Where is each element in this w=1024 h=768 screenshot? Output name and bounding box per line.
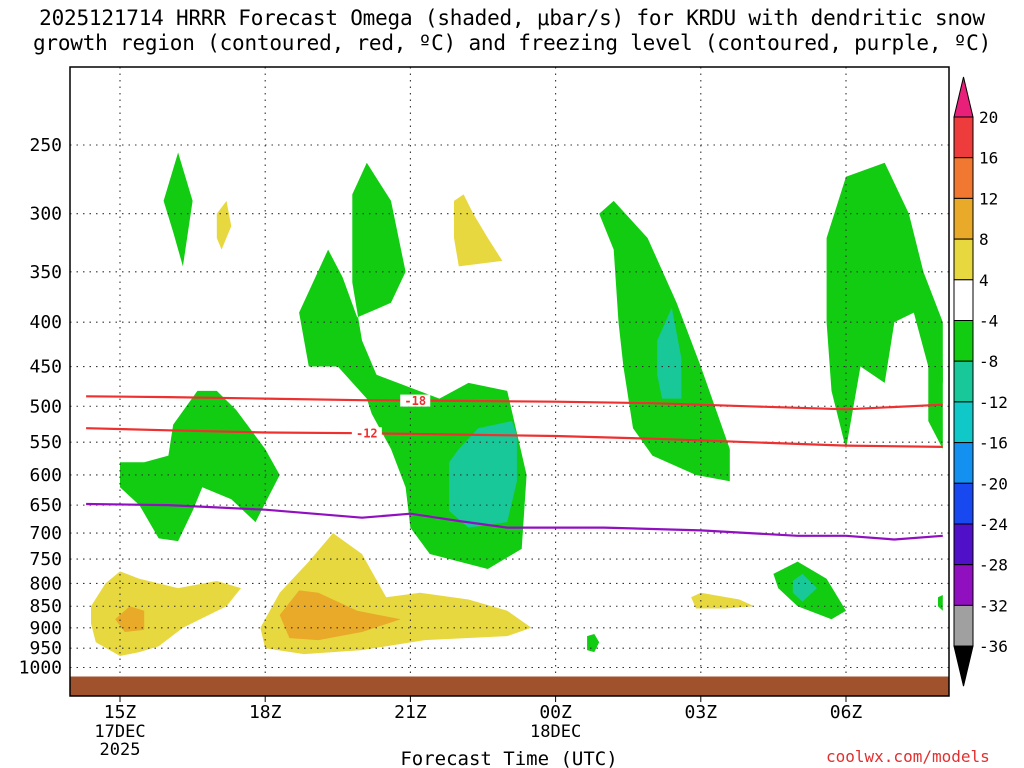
x-tick-label: 03Z: [685, 702, 718, 723]
colorbar-label: -20: [979, 474, 1008, 493]
y-tick-label: 350: [29, 262, 62, 283]
y-tick-label: 900: [29, 618, 62, 639]
contour-line-1: [86, 427, 943, 448]
colorbar-bin: [953, 360, 974, 403]
colorbar-label: -4: [979, 312, 998, 331]
colorbar-bin: [953, 116, 974, 159]
ground-terrain: [70, 676, 949, 696]
colorbar-label: -12: [979, 393, 1008, 412]
y-tick-label: 450: [29, 357, 62, 378]
gridlines: [70, 67, 949, 696]
y-tick-label: 300: [29, 204, 62, 225]
colorbar-arrow-bottom: [953, 645, 974, 687]
omega-region-16: [691, 592, 754, 609]
colorbar-label: -16: [979, 434, 1008, 453]
omega-region-8: [938, 595, 943, 611]
chart-title-line-2: growth region (contoured, red, ºC) and f…: [32, 31, 992, 55]
omega-region-12: [216, 200, 232, 250]
x-tick-sublabel: 18DEC: [530, 722, 581, 742]
colorbar-bin: [953, 238, 974, 281]
x-tick-sublabel: 17DEC: [94, 722, 145, 742]
colorbar-label: -36: [979, 637, 1008, 656]
colorbar-bin: [953, 157, 974, 199]
x-tick-label: 21Z: [394, 702, 427, 723]
colorbar-bin: [953, 279, 974, 321]
colorbar-arrow-top: [953, 76, 974, 118]
y-axis: 2503003504004505005506006507007508008509…: [19, 135, 62, 679]
colorbar-label: -28: [979, 556, 1008, 575]
omega-region-10: [657, 307, 682, 399]
omega-region-7: [587, 634, 600, 653]
omega-region-11: [792, 573, 817, 602]
omega-region-4: [826, 162, 943, 449]
colorbar-label: -8: [979, 352, 998, 371]
colorbar-bin: [953, 197, 974, 240]
colorbar-bin: [953, 482, 974, 525]
x-tick-label: 15Z: [104, 702, 137, 723]
colorbar-label: 4: [979, 271, 989, 290]
y-tick-label: 550: [29, 432, 62, 453]
colorbar-label: 8: [979, 230, 989, 249]
colorbar-bin: [953, 523, 974, 566]
y-tick-label: 400: [29, 312, 62, 333]
x-tick-sublabel: 2025: [100, 740, 141, 760]
omega-region-9: [449, 421, 517, 528]
y-tick-label: 250: [29, 135, 62, 156]
colorbar-bin: [953, 564, 974, 606]
omega-region-18: [115, 606, 145, 632]
contour-line-0: [86, 395, 943, 411]
colorbar-bin: [953, 401, 974, 444]
ground-fill: [70, 676, 949, 696]
omega-region-14: [91, 571, 241, 656]
y-tick-label: 650: [29, 495, 62, 516]
colorbar-label: 16: [979, 149, 998, 168]
colorbar: 20 16 12 8 4 -4 -8 -12 -16 -20 -24 -28 -32 -36: [953, 76, 1008, 687]
contour-label: -18: [404, 394, 426, 408]
contour-label: -12: [356, 427, 378, 441]
contour-label-bg: [351, 427, 382, 440]
y-tick-label: 600: [29, 465, 62, 486]
y-tick-label: 1000: [19, 658, 62, 679]
contour-line-2: [86, 502, 943, 541]
contour-lines: -18 -12: [86, 394, 943, 541]
omega-region-0: [163, 152, 193, 267]
colorbar-label: 12: [979, 189, 998, 208]
y-tick-label: 500: [29, 396, 62, 417]
omega-shading: [91, 152, 943, 656]
credit-text: coolwx.com/models: [826, 747, 990, 766]
y-tick-label: 950: [29, 638, 62, 659]
chart-title-line-1: 2025121714 HRRR Forecast Omega (shaded, …: [39, 6, 985, 30]
x-axis-label: Forecast Time (UTC): [400, 748, 617, 768]
omega-region-2: [120, 390, 280, 542]
plot-frame: [69, 66, 950, 697]
y-tick-label: 800: [29, 573, 62, 594]
colorbar-label: 20: [979, 108, 998, 127]
x-tick-label: 18Z: [249, 702, 282, 723]
y-tick-label: 700: [29, 523, 62, 544]
contour-label-bg: [400, 394, 431, 407]
colorbar-bin: [953, 604, 974, 647]
omega-region-5: [928, 366, 943, 449]
chart-title: 2025121714 HRRR Forecast Omega (shaded, …: [0, 6, 1024, 56]
x-tick-label: 06Z: [830, 702, 863, 723]
colorbar-bin: [953, 442, 974, 484]
colorbar-label: -24: [979, 515, 1008, 534]
omega-region-13: [454, 194, 503, 267]
colorbar-bin: [953, 320, 974, 362]
colorbar-label: -32: [979, 596, 1008, 615]
y-tick-label: 750: [29, 549, 62, 570]
y-tick-label: 850: [29, 596, 62, 617]
x-tick-label: 00Z: [539, 702, 572, 723]
